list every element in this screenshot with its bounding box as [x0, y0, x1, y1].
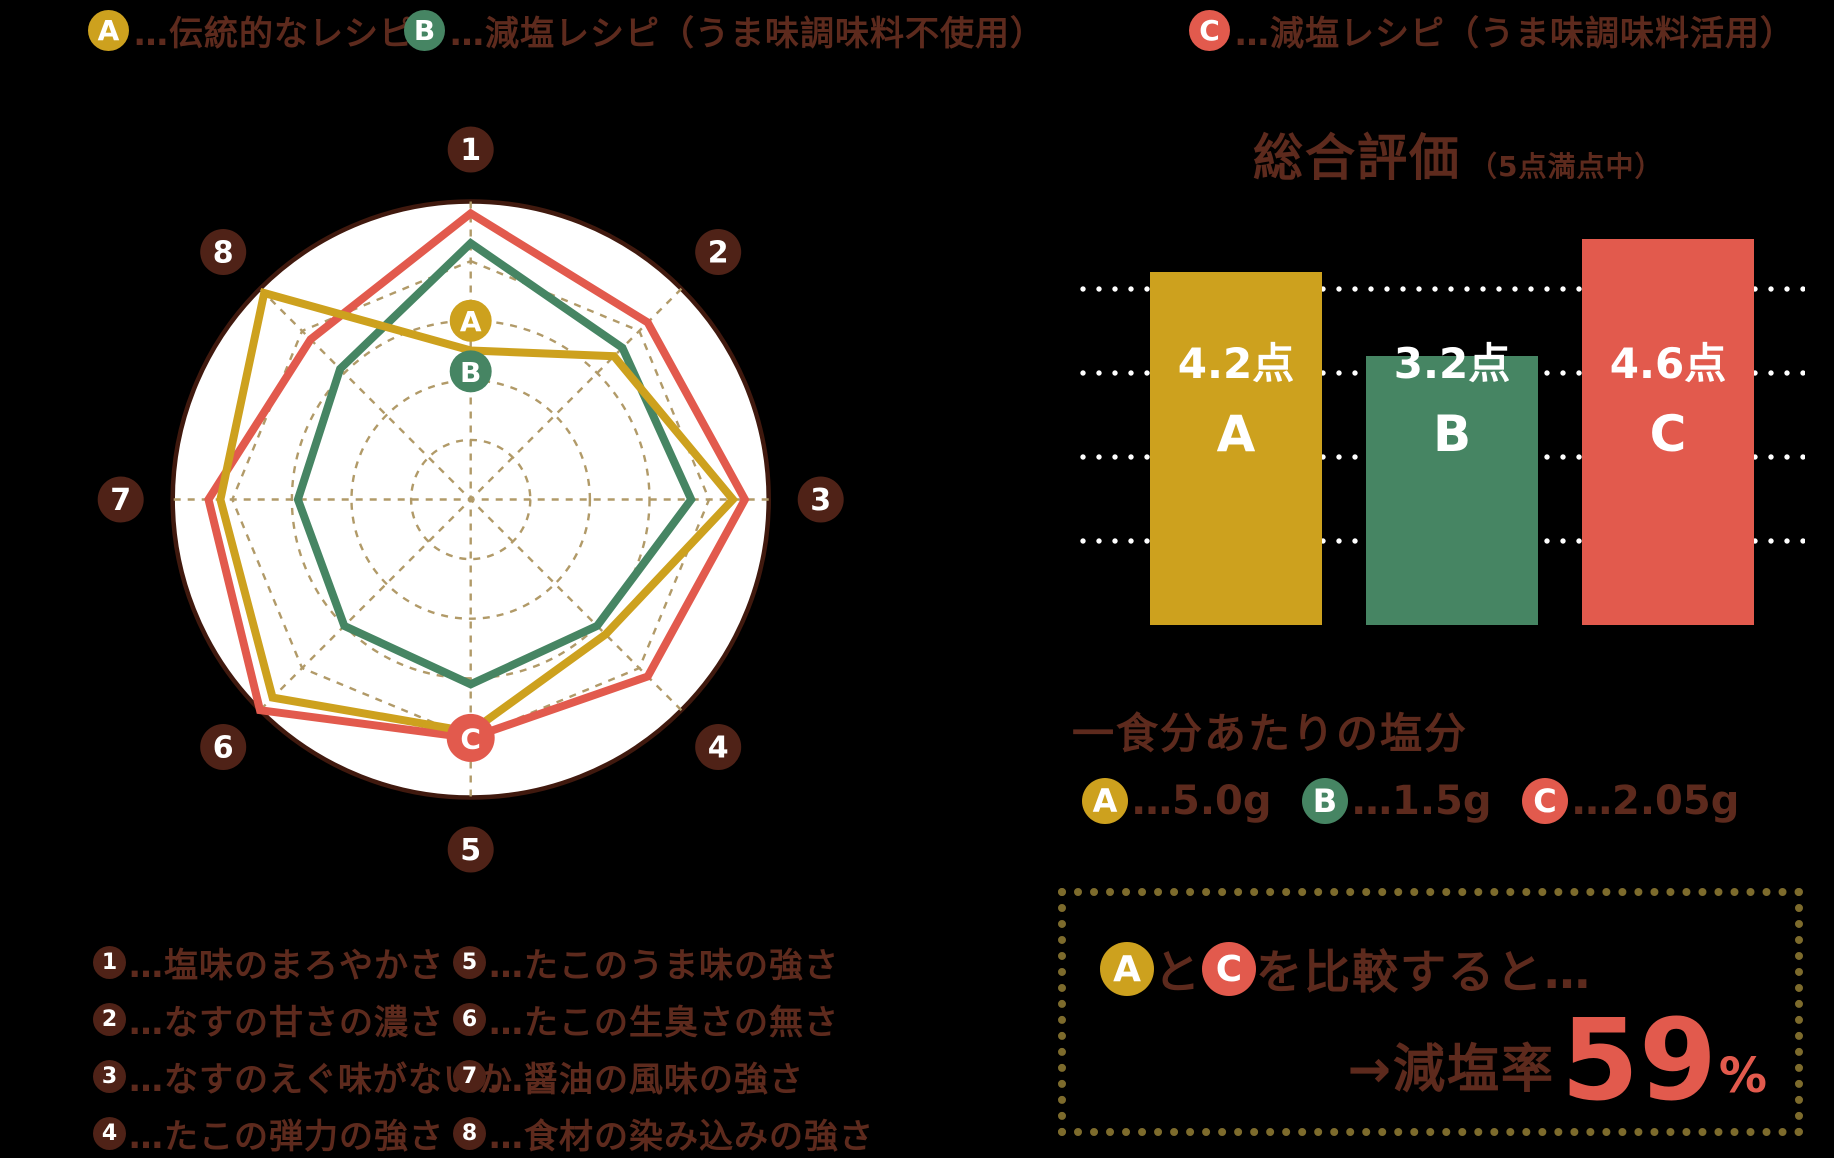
axis-number-badge-5: 5	[453, 946, 486, 979]
axis-legend-label-8: …食材の染み込みの強さ	[489, 1117, 874, 1157]
salt-value-A: …5.0g	[1132, 778, 1272, 824]
recipe-c-badge: C	[1522, 778, 1568, 824]
radar-axis-line-4	[259, 287, 683, 712]
radar-axis-number-2: 2	[708, 236, 729, 271]
bar-category-label-B: B	[1432, 405, 1472, 463]
recipe-b-badge: B	[1302, 778, 1348, 824]
radar-axis-number-1: 1	[460, 133, 481, 168]
bar-A	[1150, 272, 1322, 625]
legend-item-label: …伝統的なレシピ	[134, 14, 414, 54]
bar-value-label-A: 4.2点	[1177, 339, 1295, 388]
radar-axis-number-5: 5	[460, 833, 481, 868]
salt-item-A: A …5.0g	[1082, 778, 1272, 824]
axis-number-badge-6: 6	[453, 1003, 486, 1036]
radar-axis-number-7: 7	[110, 483, 131, 518]
axis-legend-row-2: 2 …なすの甘さの濃さ	[93, 995, 444, 1044]
axis-legend-row-4: 4 …たこの弾力の強さ	[93, 1109, 444, 1158]
bar-chart-subtitle: （5点満点中）	[1469, 150, 1664, 183]
recipe-a-badge: A	[1100, 942, 1154, 996]
bar-category-label-A: A	[1216, 405, 1256, 463]
radar-axis-number-8: 8	[213, 236, 234, 271]
axis-legend-row-7: 7 …醤油の風味の強さ	[453, 1052, 804, 1101]
axis-number-badge-2: 2	[93, 1003, 126, 1036]
radar-chart-svg: 1 2 3 4 5 6 7 8 AB C	[97, 126, 844, 873]
bar-category-label-C: C	[1649, 405, 1687, 463]
radar-axis-badge-8	[200, 229, 247, 276]
legend-item-A: A …伝統的なレシピ	[88, 6, 414, 55]
radar-axis-badge-1	[447, 126, 494, 173]
radar-axis-number-4: 4	[708, 730, 729, 765]
axis-number-badge-4: 4	[93, 1117, 126, 1150]
bar-chart-title-row: 総合評価 （5点満点中）	[1253, 118, 1663, 190]
recipe-a-badge: A	[88, 10, 129, 51]
axis-legend-row-6: 6 …たこの生臭さの無さ	[453, 995, 839, 1044]
radar-series-marker-label-C: C	[460, 722, 481, 755]
radar-series-marker-C	[446, 713, 495, 762]
axis-legend-row-5: 5 …たこのうま味の強さ	[453, 938, 839, 987]
radar-axis-number-6: 6	[213, 730, 234, 765]
bar-gridline-4	[1075, 286, 1805, 292]
salt-item-B: B …1.5g	[1302, 778, 1492, 824]
recipe-c-badge: C	[1189, 10, 1230, 51]
radar-axis-badge-2	[695, 229, 742, 276]
axis-legend-label-7: …醤油の風味の強さ	[489, 1060, 804, 1100]
bar-value-label-B: 3.2点	[1393, 339, 1511, 388]
radar-axis-badge-4	[695, 723, 742, 770]
bar-B	[1366, 356, 1538, 625]
salt-reduction-rate-value: 59	[1561, 995, 1717, 1126]
radar-axis-badge-3	[797, 476, 844, 523]
axis-legend-label-4: …たこの弾力の強さ	[129, 1117, 444, 1157]
salt-item-C: C …2.05g	[1522, 778, 1739, 824]
axis-legend-label-1: …塩味のまろやかさ	[129, 946, 444, 986]
axis-legend-row-3: 3 …なすのえぐ味がないか	[93, 1052, 513, 1101]
percent-sign: %	[1718, 1048, 1767, 1104]
radar-series-marker-B	[449, 350, 492, 393]
salt-reduction-rate-label: →減塩率	[1347, 1040, 1556, 1100]
salt-section-title: 一食分あたりの塩分	[1072, 709, 1469, 758]
recipe-b-badge: B	[404, 10, 445, 51]
comparison-text-between: と	[1154, 945, 1202, 999]
radar-axis-badge-7	[97, 476, 144, 523]
legend-item-label: …減塩レシピ（うま味調味料不使用）	[450, 14, 1045, 54]
comparison-text-after: を比較すると…	[1256, 945, 1592, 999]
radar-axis-badge-5	[447, 826, 494, 873]
axis-legend-label-2: …なすの甘さの濃さ	[129, 1003, 444, 1043]
radar-axis-badge-6	[200, 723, 247, 770]
salt-reduction-rate: →減塩率 59 %	[1347, 995, 1767, 1126]
comparison-sentence: A と C を比較すると…	[1100, 936, 1592, 1002]
radar-series-marker-A	[449, 299, 492, 342]
recipe-a-badge: A	[1082, 778, 1128, 824]
axis-number-badge-3: 3	[93, 1060, 126, 1093]
legend-item-label: …減塩レシピ（うま味調味料活用）	[1235, 14, 1795, 54]
axis-legend-label-3: …なすのえぐ味がないか	[129, 1060, 513, 1100]
bar-C	[1582, 238, 1754, 625]
salt-value-B: …1.5g	[1352, 778, 1492, 824]
radar-axis-number-3: 3	[810, 483, 831, 518]
salt-value-C: …2.05g	[1572, 778, 1740, 824]
bar-chart-title: 総合評価	[1253, 129, 1461, 187]
axis-number-badge-8: 8	[453, 1117, 486, 1150]
axis-legend-row-1: 1 …塩味のまろやかさ	[93, 938, 444, 987]
salt-reduction-comparison-box: A と C を比較すると… →減塩率 59 %	[1058, 888, 1803, 1136]
recipe-c-badge: C	[1202, 942, 1256, 996]
axis-legend-row-8: 8 …食材の染み込みの強さ	[453, 1109, 874, 1158]
legend-item-B: B …減塩レシピ（うま味調味料不使用）	[404, 6, 1045, 55]
axis-legend-label-5: …たこのうま味の強さ	[489, 946, 839, 986]
axis-legend-label-6: …たこの生臭さの無さ	[489, 1003, 839, 1043]
legend-item-C: C …減塩レシピ（うま味調味料活用）	[1189, 6, 1795, 55]
radar-series-marker-label-B: B	[460, 356, 481, 389]
axis-number-badge-1: 1	[93, 946, 126, 979]
bar-value-label-C: 4.6点	[1609, 339, 1727, 388]
axis-number-badge-7: 7	[453, 1060, 486, 1093]
radar-series-marker-label-A: A	[460, 305, 482, 338]
